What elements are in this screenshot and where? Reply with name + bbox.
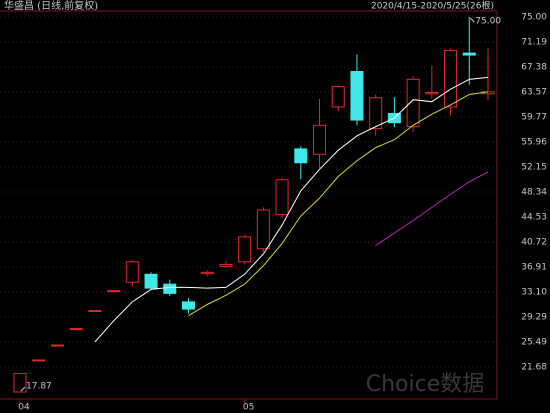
candle-body <box>88 310 102 313</box>
y-tick-label: 48.34 <box>521 187 547 197</box>
high-label: 75.00 <box>475 17 501 27</box>
ma-line <box>94 76 489 343</box>
candle-body <box>69 328 83 331</box>
y-tick-label: 40.72 <box>521 238 547 248</box>
y-tick-label: 29.29 <box>521 313 547 323</box>
candle-body <box>462 52 476 56</box>
y-tick-label: 25.49 <box>521 337 547 347</box>
candle-body <box>425 91 439 95</box>
candle-body <box>144 273 158 289</box>
candle-body <box>256 209 270 250</box>
ma-line <box>375 171 489 246</box>
y-tick-label: 63.57 <box>521 88 547 98</box>
y-tick-label: 44.53 <box>521 213 547 223</box>
candle-body <box>369 97 383 130</box>
candle-body <box>331 86 345 108</box>
y-tick-label: 52.15 <box>521 162 547 172</box>
y-tick-label: 55.96 <box>521 137 547 147</box>
chart-title: 华盛昌 (日线,前复权) <box>4 0 98 12</box>
candle-body <box>294 148 308 164</box>
candle-body <box>238 236 252 263</box>
x-tick-label: 04 <box>18 403 30 413</box>
x-tick-label: 05 <box>243 403 254 413</box>
chart-subtitle: 2020/4/15-2020/5/25(26根) <box>371 0 494 12</box>
candle-body <box>181 301 195 310</box>
candle-body <box>350 70 364 121</box>
y-tick-label: 75.00 <box>521 13 547 23</box>
candle-body <box>125 261 139 283</box>
candle-body <box>313 124 327 155</box>
y-tick-label: 33.10 <box>521 288 547 298</box>
y-tick-label: 21.68 <box>521 362 547 372</box>
y-tick-label: 36.91 <box>521 263 547 273</box>
candle-body <box>13 373 27 393</box>
candle-body <box>32 359 46 362</box>
y-tick-label: 59.77 <box>521 112 547 122</box>
high-pointer <box>469 17 475 23</box>
candle-body <box>50 344 64 347</box>
y-tick-label: 71.19 <box>521 38 547 48</box>
ma-line <box>188 91 489 317</box>
candle-body <box>444 49 458 108</box>
watermark: Choice数据 <box>366 372 485 397</box>
candle-body <box>219 263 233 267</box>
candle-body <box>107 290 121 293</box>
candle-body <box>163 283 177 294</box>
candle-body <box>406 78 420 128</box>
candle-body <box>275 179 289 216</box>
y-tick-label: 67.38 <box>521 63 547 73</box>
candle-body <box>200 271 214 275</box>
low-pointer <box>20 386 26 392</box>
low-label: 17.87 <box>26 382 52 392</box>
